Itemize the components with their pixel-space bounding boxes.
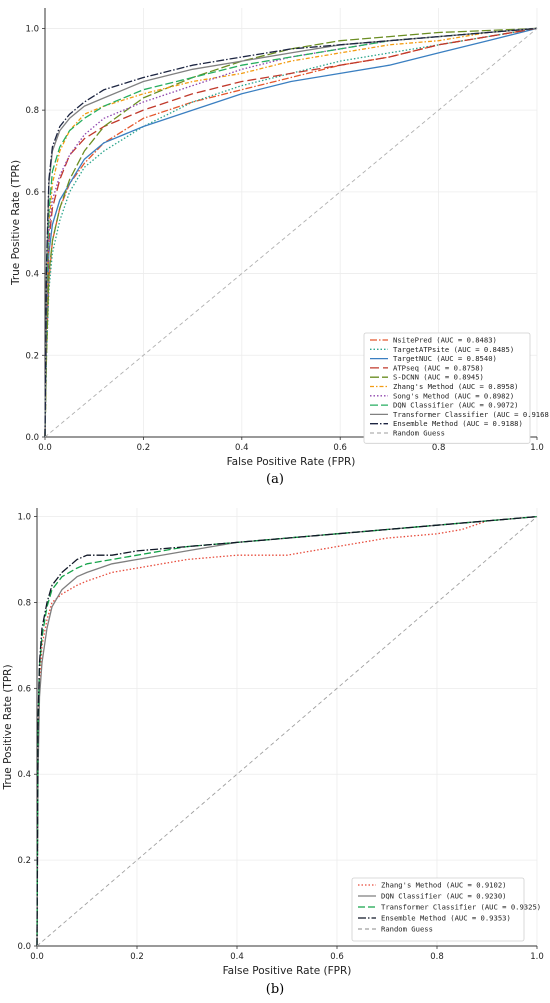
- legend-entry: DQN Classifier (AUC = 0.9230): [381, 892, 507, 901]
- legend-entry: Ensemble Method (AUC = 0.9353): [381, 914, 511, 923]
- x-axis-label: False Positive Rate (FPR): [223, 965, 352, 976]
- legend-entry: NsitePred (AUC = 0.8483): [393, 336, 497, 345]
- legend-entry: DQN Classifier (AUC = 0.9072): [393, 401, 519, 410]
- legend-entry: S-DCNN (AUC = 0.8945): [393, 373, 484, 382]
- y-axis-label: True Positive Rate (TPR): [2, 664, 14, 790]
- series-line-4: [44, 27, 538, 438]
- series-lines: [36, 515, 538, 947]
- series-lines: [44, 27, 538, 438]
- series-line-3: [44, 27, 538, 438]
- legend-entry: TargetNUC (AUC = 0.8540): [393, 354, 497, 363]
- y-tick-label: 1.0: [17, 513, 31, 523]
- y-tick-label: 0.8: [25, 106, 39, 116]
- y-tick-label: 0.0: [17, 942, 31, 952]
- y-tick-label: 0.6: [25, 188, 39, 198]
- x-tick-label: 0.2: [137, 443, 151, 453]
- legend-entry: TargetATPsite (AUC = 0.8485): [393, 345, 514, 354]
- series-line-6: [44, 27, 538, 438]
- x-tick-label: 0.8: [432, 443, 446, 453]
- series-line-0: [36, 515, 538, 947]
- x-tick-label: 0.6: [333, 443, 347, 453]
- legend-entry: Zhang's Method (AUC = 0.9102): [381, 881, 507, 890]
- caption-a: (a): [266, 472, 284, 487]
- legend-entry: Transformer Classifier (AUC = 0.9325): [381, 903, 541, 912]
- x-tick-label: 0.0: [38, 443, 52, 453]
- y-tick-label: 0.4: [17, 770, 31, 780]
- x-tick-label: 1.0: [530, 443, 544, 453]
- legend-entry: Zhang's Method (AUC = 0.8958): [393, 382, 519, 391]
- legend: Zhang's Method (AUC = 0.9102) DQN Classif…: [351, 877, 541, 942]
- legend-entry: Ensemble Method (AUC = 0.9188): [393, 419, 523, 428]
- y-tick-label: 1.0: [25, 24, 39, 34]
- y-tick-label: 0.2: [17, 856, 31, 866]
- series-line-1: [44, 27, 538, 438]
- series-line-3: [36, 515, 538, 947]
- y-tick-label: 0.2: [25, 351, 39, 361]
- x-tick-label: 0.4: [235, 443, 249, 453]
- x-tick-label: 0.2: [130, 952, 144, 962]
- legend-box: [363, 332, 531, 444]
- y-tick-label: 0.0: [25, 433, 39, 443]
- legend: NsitePred (AUC = 0.8483)TargetATPsite (A…: [363, 332, 550, 444]
- series-line-5: [44, 27, 538, 438]
- y-tick-label: 0.8: [17, 598, 31, 608]
- legend-entry: Transformer Classifier (AUC = 0.9168): [393, 410, 550, 419]
- roc-chart-b: 0.0 0.2 0.4 0.6 0.8 1.0 0.0 0.2 0.4 0.6 0.8 1.0 Fals…: [0, 488, 550, 976]
- series-line-2: [44, 27, 538, 438]
- y-axis-label: True Positive Rate (TPR): [10, 160, 22, 286]
- legend-entry: Random Guess: [381, 925, 433, 934]
- x-tick-label: 1.0: [530, 952, 544, 962]
- x-tick-label: 0.0: [30, 952, 44, 962]
- x-axis-label: False Positive Rate (FPR): [227, 456, 356, 468]
- x-tick-label: 0.8: [430, 952, 444, 962]
- y-tick-label: 0.4: [25, 270, 39, 280]
- legend-entry: ATPseq (AUC = 0.8758): [393, 363, 484, 372]
- series-line-10: [44, 28, 538, 438]
- roc-plot-a: 0.0 0.2 0.4 0.6 0.8 1.0 0.0 0.2 0.4 0.6 0.8 1.0 Fals…: [10, 8, 550, 468]
- legend-entry: Random Guess: [393, 429, 445, 438]
- legend-entry: Song's Method (AUC = 0.8982): [393, 391, 514, 400]
- x-tick-label: 0.4: [230, 952, 244, 962]
- caption-b: (b): [265, 982, 285, 997]
- series-line-9: [44, 27, 538, 438]
- roc-chart-a: 0.0 0.2 0.4 0.6 0.8 1.0 0.0 0.2 0.4 0.6 0.8 1.0 Fals…: [0, 0, 550, 470]
- roc-plot-b: 0.0 0.2 0.4 0.6 0.8 1.0 0.0 0.2 0.4 0.6 0.8 1.0 Fals…: [2, 508, 544, 976]
- series-line-4: [36, 516, 538, 947]
- x-tick-label: 0.6: [330, 952, 344, 962]
- legend-box: [351, 877, 525, 942]
- series-line-2: [36, 515, 538, 947]
- y-tick-label: 0.6: [17, 684, 31, 694]
